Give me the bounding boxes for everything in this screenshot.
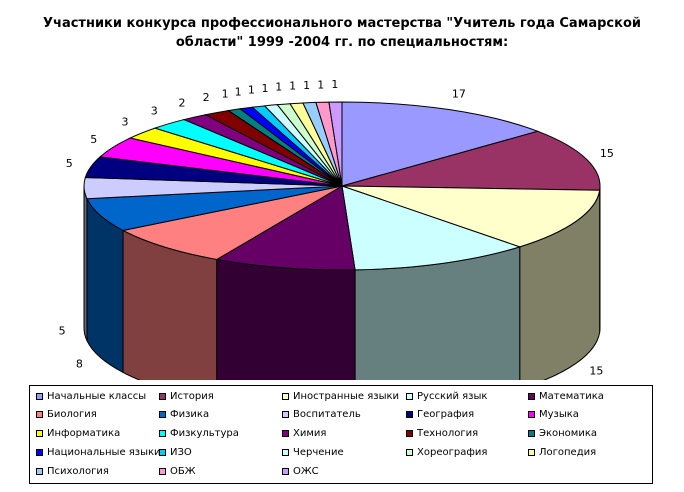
legend-label: Биология xyxy=(47,409,97,420)
legend-label: Начальные классы xyxy=(47,391,147,402)
pie-slice-начальные-классы xyxy=(341,101,540,187)
legend-label: Национальные языки xyxy=(47,447,161,458)
data-label-физкультура: 3 xyxy=(151,104,158,117)
legend-label: Химия xyxy=(293,428,327,439)
legend-label: Воспитатель xyxy=(293,409,361,420)
legend-label: ОЖС xyxy=(293,466,319,477)
data-label-география: 5 xyxy=(66,157,73,170)
legend-label: Хореография xyxy=(417,447,488,458)
legend-swatch xyxy=(282,430,289,437)
pie-labels: 17151514111085553322111111111 xyxy=(59,78,614,378)
legend-swatch xyxy=(36,411,43,418)
data-label-ожс: 1 xyxy=(331,78,338,91)
legend-label: Математика xyxy=(539,391,604,402)
legend-swatch xyxy=(159,411,166,418)
legend-label: Логопедия xyxy=(539,447,597,458)
chart-legend: Начальные классы История Иностранные языки… xyxy=(29,385,653,484)
data-label-обж: 1 xyxy=(317,78,324,91)
legend-label: Русский язык xyxy=(417,391,488,402)
legend-label: Экономика xyxy=(539,428,598,439)
legend-label: Технология xyxy=(417,428,479,439)
data-label-психология: 1 xyxy=(303,79,310,92)
legend-label: Физика xyxy=(170,409,210,420)
legend-label: Музыка xyxy=(539,409,579,420)
data-label-химия: 2 xyxy=(179,96,186,109)
legend-label: ОБЖ xyxy=(170,466,196,477)
legend-swatch xyxy=(528,393,535,400)
pie-slice-русский-язык xyxy=(341,185,522,271)
legend-swatch xyxy=(36,449,43,456)
pie-slice-ожс xyxy=(328,101,343,187)
legend-label: Черчение xyxy=(293,447,344,458)
chart-title-line-1: Участники конкурса профессионального мас… xyxy=(43,16,641,31)
legend-swatch xyxy=(159,393,166,400)
pie-slice-история xyxy=(341,130,601,191)
data-label-воспитатель: 5 xyxy=(59,325,66,338)
legend-swatch xyxy=(406,449,413,456)
legend-swatch xyxy=(406,411,413,418)
legend-swatch xyxy=(282,468,289,475)
legend-label: Физкультура xyxy=(170,428,239,439)
legend-label: Психология xyxy=(47,466,109,477)
legend-swatch xyxy=(528,449,535,456)
legend-swatch xyxy=(406,430,413,437)
data-label-хореография: 1 xyxy=(275,81,282,94)
data-label-национальные-языки: 1 xyxy=(235,85,242,98)
legend-label: Информатика xyxy=(47,428,121,439)
data-label-логопедия: 1 xyxy=(289,80,296,93)
legend-label: География xyxy=(417,409,475,420)
pie-side-математика xyxy=(216,258,356,380)
data-label-черчение: 1 xyxy=(262,82,269,95)
legend-label: Иностранные языки xyxy=(293,391,400,402)
legend-label: ИЗО xyxy=(170,447,192,458)
pie-slice-биология xyxy=(121,185,343,260)
legend-swatch xyxy=(528,411,535,418)
data-label-изо: 1 xyxy=(248,84,255,97)
pie-slice-математика xyxy=(215,185,356,271)
legend-swatch xyxy=(528,430,535,437)
data-label-технология: 2 xyxy=(203,91,210,104)
data-label-иностранные-языки: 15 xyxy=(589,365,603,378)
data-label-история: 15 xyxy=(600,147,614,160)
legend-swatch xyxy=(282,449,289,456)
pie-tops xyxy=(83,101,601,271)
legend-swatch xyxy=(159,449,166,456)
pie-chart: 17151514111085553322111111111 xyxy=(59,78,614,380)
legend-swatch xyxy=(159,468,166,475)
data-label-начальные-классы: 17 xyxy=(452,87,466,100)
legend-swatch xyxy=(159,430,166,437)
legend-swatch xyxy=(282,411,289,418)
data-label-музыка: 5 xyxy=(90,133,97,146)
legend-label: История xyxy=(170,391,214,402)
legend-swatch xyxy=(36,468,43,475)
legend-swatch xyxy=(406,393,413,400)
data-label-физика: 8 xyxy=(76,357,83,370)
chart-title: Участники конкурса профессионального мас… xyxy=(0,14,684,52)
data-label-экономика: 1 xyxy=(222,87,229,100)
data-label-информатика: 3 xyxy=(122,116,129,129)
chart-title-line-2: области" 1999 -2004 гг. по специальностя… xyxy=(175,35,509,50)
legend-swatch xyxy=(282,393,289,400)
pie-slice-иностранные-языки xyxy=(341,185,601,248)
legend-swatch xyxy=(36,430,43,437)
legend-swatch xyxy=(36,393,43,400)
